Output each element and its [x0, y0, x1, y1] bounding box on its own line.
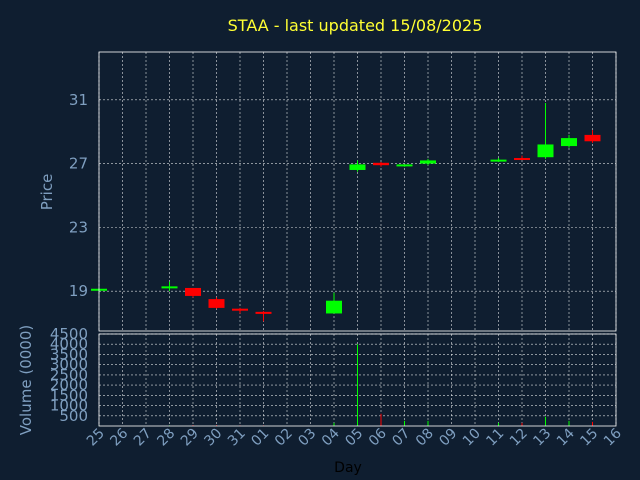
- x-tick-label: 01: [248, 426, 272, 450]
- volume-grid: [98, 333, 617, 426]
- x-tick-label: 30: [201, 426, 225, 450]
- x-tick-label: 06: [366, 425, 390, 449]
- price-tick-label: 27: [69, 155, 88, 173]
- volume-tick-label: 2500: [50, 366, 88, 384]
- candle-body: [420, 160, 436, 164]
- price-frame: [98, 51, 617, 332]
- x-tick-label: 03: [295, 426, 319, 450]
- x-tick-label: 15: [577, 426, 601, 450]
- x-tick-label: 02: [272, 426, 296, 450]
- candle-body: [208, 299, 225, 308]
- volume-tick-label: 4500: [50, 325, 88, 343]
- volume-tick-label: 4000: [50, 335, 88, 353]
- x-tick-label: 05: [342, 426, 366, 450]
- volume-tick-label: 1500: [50, 386, 88, 404]
- x-tick-label: 27: [131, 426, 155, 450]
- price-grid: [98, 52, 617, 331]
- y-axis-label: Price: [38, 174, 56, 211]
- candle-body: [349, 164, 366, 170]
- candle-body: [584, 134, 601, 142]
- x-tick-label: 10: [460, 426, 484, 450]
- price-tick-label: 23: [69, 218, 88, 236]
- x-tick-label: 31: [225, 426, 249, 450]
- x-tick-label: 11: [483, 426, 507, 450]
- x-axis-label: Day: [334, 460, 362, 476]
- price-tick-label: 31: [69, 91, 88, 109]
- candle-body: [373, 162, 389, 166]
- volume-tick-label: 2000: [50, 376, 88, 394]
- x-tick-label: 08: [413, 426, 437, 450]
- volume-tick-label: 1000: [50, 397, 88, 415]
- x-tick-label: 04: [319, 425, 343, 449]
- x-tick-label: 29: [178, 426, 202, 450]
- candle-body: [255, 311, 272, 314]
- candle-body: [561, 138, 577, 147]
- candle-body: [396, 164, 413, 167]
- x-tick-label: 25: [84, 426, 108, 450]
- x-axis-ticks: 25 26 27 28 29 30 31 01 02 03 04 05 06 07 08 09 10 11 12 13…: [84, 425, 625, 449]
- candlesticks: [91, 103, 601, 322]
- volume-bars: [98, 344, 593, 426]
- x-tick-label: 16: [601, 425, 625, 449]
- volume-frame: [98, 333, 617, 427]
- chart-title: STAA - last updated 15/08/2025: [228, 16, 483, 35]
- candle-body: [185, 287, 201, 296]
- x-tick-label: 26: [107, 425, 131, 449]
- x-tick-label: 14: [554, 425, 578, 449]
- x-tick-label: 13: [530, 426, 554, 450]
- volume-tick-label: 500: [59, 407, 88, 425]
- x-tick-label: 09: [436, 426, 460, 450]
- candle-body: [514, 158, 530, 161]
- volume-tick-label: 3500: [50, 345, 88, 363]
- candle-body: [161, 286, 178, 289]
- volume-axis-label: Volume (0000): [17, 325, 35, 435]
- candle-body: [490, 159, 507, 162]
- candle-body: [326, 300, 342, 314]
- price-y-ticks: 19 23 27 31: [69, 91, 88, 300]
- candle-body: [232, 308, 248, 311]
- candle-body: [537, 144, 554, 158]
- volume-tick-label: 3000: [50, 356, 88, 374]
- x-tick-label: 07: [389, 426, 413, 450]
- x-tick-label: 12: [507, 426, 531, 450]
- price-tick-label: 19: [69, 282, 88, 300]
- x-tick-label: 28: [154, 426, 178, 450]
- price-panel: 19 23 27 31: [69, 51, 617, 332]
